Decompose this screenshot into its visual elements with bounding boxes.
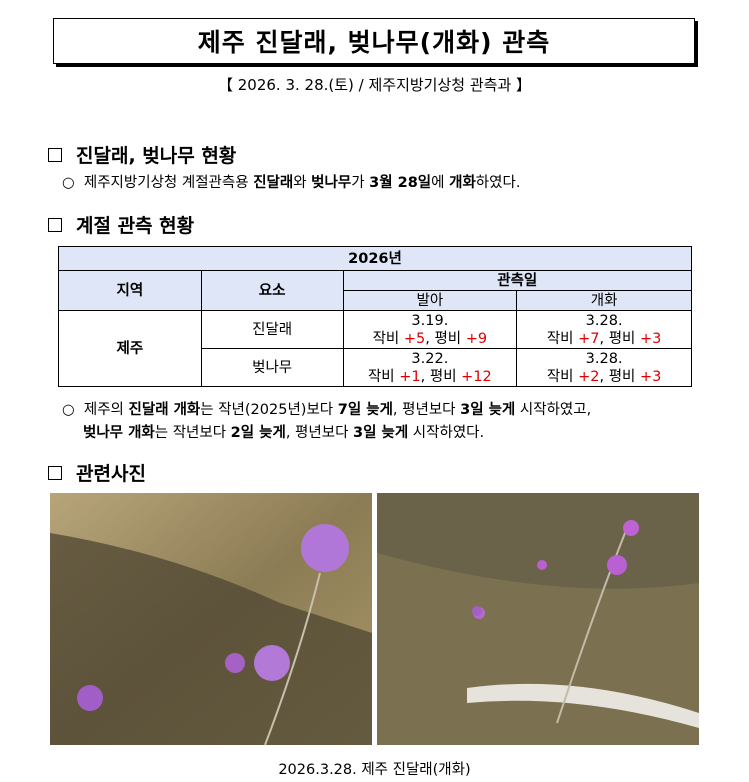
section-heading-photos: 관련사진 xyxy=(48,459,146,486)
text: 3.19. xyxy=(411,312,449,329)
circle-bullet-icon: ○ xyxy=(62,402,75,418)
status-text: ○ 제주지방기상청 계절관측용 진달래와 벚나무가 3월 28일에 개화하였다. xyxy=(62,171,520,192)
text: 3일 늦게 xyxy=(460,402,516,418)
text: , 평년보다 xyxy=(285,425,354,441)
text: 작비 xyxy=(546,330,579,347)
table-row: 벚나무 3.22. 작비 +1, 평비 +12 3.28. 작비 +2, 평비 +3 xyxy=(59,348,692,387)
azalea-photo-2 xyxy=(377,493,699,745)
text: +3 xyxy=(640,330,662,347)
region-cell: 제주 xyxy=(58,310,202,387)
text: +12 xyxy=(461,368,492,385)
azalea-photo-1 xyxy=(50,493,372,745)
text: 제주의 xyxy=(83,402,129,418)
text: 3월 28일 xyxy=(369,175,432,191)
note-line-1: ○ 제주의 진달래 개화는 작년(2025년)보다 7일 늦게, 평년보다 3일… xyxy=(62,398,591,419)
heading-text: 관련사진 xyxy=(76,463,146,485)
text: , 평비 xyxy=(599,368,641,385)
text: 시작하였다. xyxy=(408,425,485,441)
text: 3.22. xyxy=(411,350,449,367)
text: 벚나무 xyxy=(311,175,352,191)
subtitle: 【 2026. 3. 28.(토) / 제주지방기상청 관측과 】 xyxy=(217,76,532,94)
text: 제주지방기상청 계절관측용 xyxy=(83,175,254,191)
text: 와 xyxy=(293,175,312,191)
bloom-cell: 3.28. 작비 +7, 평비 +3 xyxy=(516,310,692,349)
text: 3.28. xyxy=(585,312,623,329)
element-header: 요소 xyxy=(200,270,344,311)
text: 는 작년(2025년)보다 xyxy=(200,402,338,418)
text: , 평비 xyxy=(599,330,641,347)
year-header: 2026년 xyxy=(58,246,692,271)
text: 3.28. xyxy=(585,350,623,367)
text: 7일 늦게 xyxy=(337,402,393,418)
square-bullet-icon xyxy=(48,147,62,162)
text: 진달래 xyxy=(253,175,294,191)
bud-header: 발아 xyxy=(342,290,518,311)
text: +1 xyxy=(399,368,421,385)
square-bullet-icon xyxy=(48,465,62,480)
text: , 평비 xyxy=(420,368,462,385)
text: 는 작년보다 xyxy=(154,425,231,441)
heading-text: 계절 관측 현황 xyxy=(76,215,195,237)
bloom-header: 개화 xyxy=(516,290,692,311)
text: 작비 xyxy=(546,368,579,385)
heading-text: 진달래, 벚나무 현황 xyxy=(76,145,237,167)
section-heading-status: 진달래, 벚나무 현황 xyxy=(48,141,236,168)
text: , 평년보다 xyxy=(392,402,461,418)
text: 시작하였고, xyxy=(515,402,592,418)
text: 작비 xyxy=(372,330,404,347)
bud-cell: 3.22. 작비 +1, 평비 +12 xyxy=(342,348,518,387)
element-cell: 벚나무 xyxy=(200,348,344,387)
circle-bullet-icon: ○ xyxy=(62,175,75,191)
text: 2일 늦게 xyxy=(230,425,286,441)
bud-cell: 3.19. 작비 +5, 평비 +9 xyxy=(342,310,518,349)
text: +5 xyxy=(403,330,426,347)
text: 작비 xyxy=(367,368,400,385)
text: +2 xyxy=(578,368,600,385)
text: 가 xyxy=(351,175,370,191)
note-line-2: 벚나무 개화는 작년보다 2일 늦게, 평년보다 3일 늦게 시작하였다. xyxy=(83,421,484,442)
region-header: 지역 xyxy=(58,270,202,311)
text: 하였다. xyxy=(475,175,521,191)
text: 3일 늦게 xyxy=(353,425,409,441)
text: , 평비 xyxy=(425,330,466,347)
section-heading-observation: 계절 관측 현황 xyxy=(48,211,194,238)
text: +7 xyxy=(578,330,600,347)
obs-date-header: 관측일 xyxy=(342,270,692,291)
text: 개화 xyxy=(449,175,476,191)
text: 벚나무 개화 xyxy=(83,425,155,441)
square-bullet-icon xyxy=(48,217,62,232)
photo-caption: 2026.3.28. 제주 진달래(개화) xyxy=(278,762,471,778)
text: +3 xyxy=(640,368,662,385)
observation-table: 2026년 지역 요소 관측일 발아 개화 제주 진달래 3.19. 작비 +5, 평비… xyxy=(58,246,692,387)
element-cell: 진달래 xyxy=(200,310,344,349)
bloom-cell: 3.28. 작비 +2, 평비 +3 xyxy=(516,348,692,387)
text: 진달래 개화 xyxy=(128,402,201,418)
text: +9 xyxy=(465,330,488,347)
text: 에 xyxy=(431,175,450,191)
table-row: 제주 진달래 3.19. 작비 +5, 평비 +9 3.28. 작비 +7, 평비 … xyxy=(58,310,692,387)
document-title: 제주 진달래, 벚나무(개화) 관측 xyxy=(53,18,695,64)
